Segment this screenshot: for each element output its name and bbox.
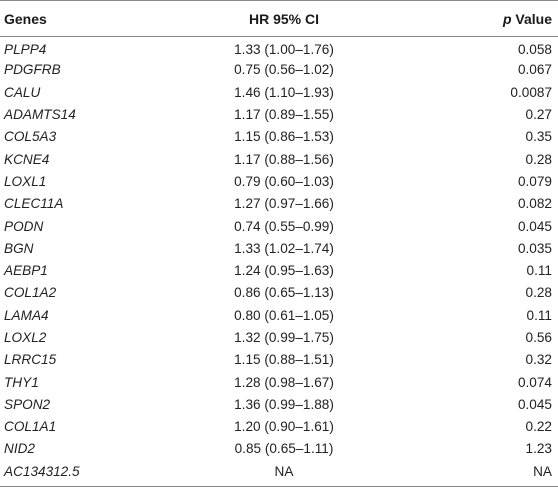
gene-cell: PDGFRB	[4, 62, 61, 78]
gene-cell: AEBP1	[4, 263, 48, 279]
p-value-cell: 0.067	[517, 62, 552, 78]
p-value-cell: 0.27	[525, 107, 552, 123]
table-row: LOXL1 0.79 (0.60–1.03) 0.079	[0, 170, 558, 192]
table-row: AC134312.5 NA NA	[0, 460, 558, 482]
gene-cell: LOXL2	[4, 330, 47, 345]
gene-cell: SPON2	[4, 396, 51, 412]
p-value-cell: 0.28	[525, 151, 552, 167]
table-row: PDGFRB 0.75 (0.56–1.02) 0.067	[0, 59, 558, 81]
hr-ci-cell: 1.28 (0.98–1.67)	[234, 374, 334, 390]
p-value-cell: 0.22	[525, 419, 552, 435]
gene-cell: LRRC15	[4, 352, 57, 368]
hr-ci-cell: 1.15 (0.88–1.51)	[234, 352, 334, 368]
p-value-cell: 0.32	[525, 352, 552, 368]
table-row: LOXL2 1.32 (0.99–1.75) 0.56	[0, 326, 558, 348]
hr-ci-cell: 0.80 (0.61–1.05)	[234, 307, 334, 323]
table-row: PODN 0.74 (0.55–0.99) 0.045	[0, 215, 558, 237]
gene-cell: PLPP4	[4, 41, 47, 57]
gene-cell: BGN	[4, 240, 34, 256]
gene-cell: CALU	[4, 84, 41, 100]
gene-cell: LAMA4	[4, 307, 49, 323]
hr-ci-cell: 1.33 (1.02–1.74)	[234, 240, 334, 256]
gene-cell: AC134312.5	[4, 463, 80, 479]
hr-ci-cell: 1.36 (0.99–1.88)	[234, 396, 334, 412]
header-p-letter: p	[502, 10, 512, 27]
gene-cell: PODN	[4, 218, 44, 234]
header-row: Genes HR 95% CI p Value	[0, 0, 558, 37]
hr-ci-cell: NA	[274, 463, 294, 479]
hr-ci-cell: 0.86 (0.65–1.13)	[234, 285, 334, 301]
table-row: BGN 1.33 (1.02–1.74) 0.035	[0, 237, 558, 259]
hr-ci-cell: 0.74 (0.55–0.99)	[234, 218, 334, 234]
hr-ci-cell: 1.46 (1.10–1.93)	[234, 84, 334, 100]
p-value-cell: 0.082	[517, 196, 552, 212]
header-p-word: Value	[511, 10, 552, 27]
gene-cell: COL1A1	[4, 419, 57, 435]
p-value-cell: 0.074	[517, 374, 552, 390]
hr-ci-cell: 1.20 (0.90–1.61)	[234, 419, 334, 435]
table-row: COL1A2 0.86 (0.65–1.13) 0.28	[0, 282, 558, 304]
p-value-cell: 0.045	[517, 218, 552, 234]
p-value-cell: NA	[533, 463, 552, 479]
p-value-cell: 1.23	[525, 441, 552, 457]
table-row: COL5A3 1.15 (0.86–1.53) 0.35	[0, 126, 558, 148]
hr-ci-cell: 0.85 (0.65–1.11)	[234, 441, 334, 457]
table-row: LRRC15 1.15 (0.88–1.51) 0.32	[0, 349, 558, 371]
header-p-value: p Value	[379, 0, 558, 37]
table-row: SPON2 1.36 (0.99–1.88) 0.045	[0, 393, 558, 415]
table-row: PLPP4 1.33 (1.00–1.76) 0.058	[0, 37, 558, 59]
p-value-cell: 0.11	[526, 307, 552, 323]
table-row: KCNE4 1.17 (0.88–1.56) 0.28	[0, 148, 558, 170]
hr-ci-cell: 0.79 (0.60–1.03)	[234, 173, 334, 189]
hr-ci-cell: 1.32 (0.99–1.75)	[234, 330, 334, 345]
hr-ci-cell: 1.17 (0.89–1.55)	[234, 107, 334, 123]
p-value-cell: 0.045	[517, 396, 552, 412]
table-body: PLPP4 1.33 (1.00–1.76) 0.058 PDGFRB 0.75 (0.…	[0, 37, 558, 483]
p-value-cell: 0.0087	[510, 84, 552, 100]
table-row: CLEC11A 1.27 (0.97–1.66) 0.082	[0, 193, 558, 215]
table-row: THY1 1.28 (0.98–1.67) 0.074	[0, 371, 558, 393]
p-value-cell: 0.058	[517, 41, 552, 57]
p-value-cell: 0.079	[517, 173, 552, 189]
header-genes: Genes	[0, 0, 189, 37]
table-row: CALU 1.46 (1.10–1.93) 0.0087	[0, 81, 558, 103]
header-hr-ci: HR 95% CI	[189, 0, 379, 37]
gene-cell: COL1A2	[4, 285, 57, 301]
gene-cell: NID2	[4, 441, 35, 457]
hr-ci-cell: 0.75 (0.56–1.02)	[234, 62, 334, 78]
table-row: LAMA4 0.80 (0.61–1.05) 0.11	[0, 304, 558, 326]
gene-cell: COL5A3	[4, 129, 57, 145]
p-value-cell: 0.35	[525, 129, 552, 145]
p-value-cell: 0.11	[526, 263, 552, 279]
gene-cell: THY1	[4, 374, 39, 390]
hr-ci-cell: 1.17 (0.88–1.56)	[234, 151, 334, 167]
table-row: NID2 0.85 (0.65–1.11) 1.23	[0, 438, 558, 460]
hr-ci-cell: 1.15 (0.86–1.53)	[234, 129, 334, 145]
gene-cell: CLEC11A	[4, 196, 64, 212]
gene-cell: LOXL1	[4, 173, 47, 189]
table-row: AEBP1 1.24 (0.95–1.63) 0.11	[0, 259, 558, 281]
gene-cell: KCNE4	[4, 151, 50, 167]
table-row: COL1A1 1.20 (0.90–1.61) 0.22	[0, 416, 558, 438]
table-header: Genes HR 95% CI p Value	[0, 0, 558, 37]
hr-ci-cell: 1.27 (0.97–1.66)	[234, 196, 334, 212]
hr-ci-cell: 1.33 (1.00–1.76)	[234, 41, 334, 57]
hr-ci-cell: 1.24 (0.95–1.63)	[234, 263, 334, 279]
p-value-cell: 0.56	[525, 330, 552, 345]
p-value-cell: 0.035	[517, 240, 552, 256]
bottom-rule	[0, 486, 558, 487]
table-row: ADAMTS14 1.17 (0.89–1.55) 0.27	[0, 103, 558, 125]
p-value-cell: 0.28	[525, 285, 552, 301]
gene-cell: ADAMTS14	[4, 107, 76, 123]
